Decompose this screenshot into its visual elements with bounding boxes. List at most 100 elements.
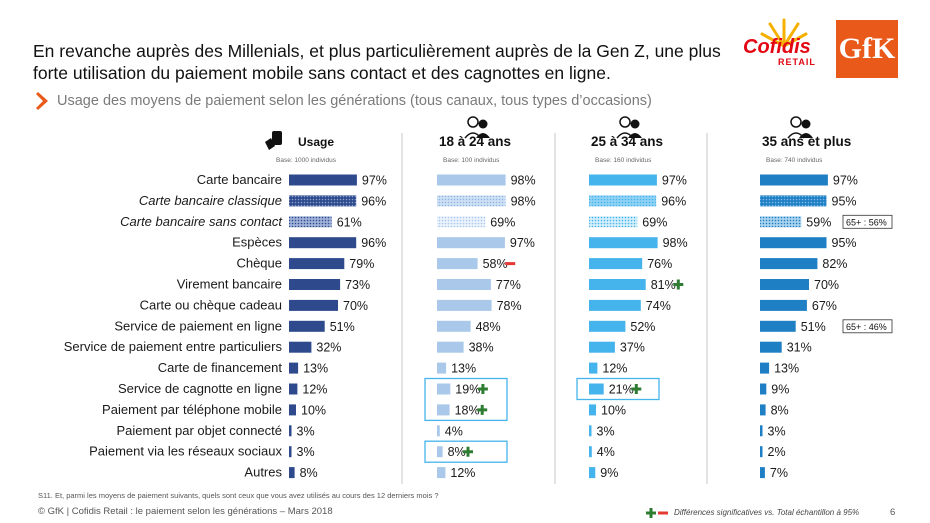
retail-logo: RETAIL xyxy=(778,57,816,67)
plus-icon xyxy=(463,446,473,457)
chevron-right-icon xyxy=(36,92,48,110)
bar xyxy=(437,467,446,479)
value-label: 3% xyxy=(297,424,315,438)
highlight-box xyxy=(424,377,508,422)
value-label: 97% xyxy=(510,236,535,250)
person-icon xyxy=(478,119,488,129)
value-label: 3% xyxy=(597,424,615,438)
page-title: En revanche auprès des Millenials, et pl… xyxy=(33,41,721,83)
bar xyxy=(437,279,491,290)
bar xyxy=(760,320,796,332)
value-label: 18% xyxy=(455,403,480,417)
category-label: Carte bancaire classique xyxy=(139,193,282,208)
person-icon xyxy=(467,116,479,128)
value-label: 3% xyxy=(297,445,315,459)
hand-icon xyxy=(265,138,275,150)
bar xyxy=(589,299,641,311)
legend-text: Différences significatives vs. Total éch… xyxy=(674,508,860,517)
value-label: 13% xyxy=(774,362,799,376)
series-header: Usage xyxy=(298,135,334,149)
person-icon xyxy=(619,116,631,128)
person-icon xyxy=(790,116,802,128)
bar xyxy=(437,195,506,207)
bar xyxy=(760,174,828,186)
value-label: 96% xyxy=(361,194,386,208)
value-label: 96% xyxy=(361,236,386,250)
category-label: Paiement par téléphone mobile xyxy=(102,402,282,417)
series-header: 35 ans et plus xyxy=(762,134,851,149)
plus-icon xyxy=(631,384,642,394)
bar xyxy=(437,404,450,416)
bar xyxy=(289,446,292,458)
value-label: 97% xyxy=(362,174,387,188)
value-label: 70% xyxy=(814,278,839,292)
value-label: 10% xyxy=(601,403,626,417)
series-base: Base: 160 individus xyxy=(595,157,652,164)
plus-icon xyxy=(477,404,488,415)
category-label: Virement bancaire xyxy=(177,277,282,292)
minus-legend-icon xyxy=(658,511,668,515)
bar xyxy=(760,362,770,374)
value-label: 7% xyxy=(770,466,788,480)
bar xyxy=(760,404,766,416)
value-label: 4% xyxy=(445,424,463,438)
value-label: 51% xyxy=(801,320,826,334)
bar xyxy=(760,299,807,311)
value-label: 21% xyxy=(609,383,634,397)
category-label: Carte de financement xyxy=(158,360,283,375)
gfk-logo: GfK xyxy=(836,20,898,78)
series-base: Base: 1000 individus xyxy=(276,157,337,164)
bar xyxy=(589,174,657,186)
value-label: 2% xyxy=(768,445,786,459)
bar xyxy=(589,362,598,374)
bar xyxy=(589,237,658,249)
plus-icon xyxy=(673,279,684,290)
category-label: Espèces xyxy=(232,235,282,250)
value-label: 98% xyxy=(511,174,536,188)
value-label: 77% xyxy=(496,278,521,292)
value-label: 13% xyxy=(451,362,476,376)
bar xyxy=(760,425,763,437)
value-label: 19% xyxy=(455,383,480,397)
bar xyxy=(289,383,298,395)
bar xyxy=(437,299,492,311)
bar xyxy=(760,446,763,458)
bar xyxy=(437,425,440,437)
bar xyxy=(589,320,626,332)
minus-icon xyxy=(505,262,516,266)
value-label: 13% xyxy=(303,362,328,376)
bar xyxy=(289,258,345,270)
value-label: 48% xyxy=(476,320,501,334)
bar xyxy=(589,446,592,458)
highlight-box xyxy=(576,377,660,401)
bar xyxy=(437,174,506,186)
category-label: Carte bancaire xyxy=(197,172,282,187)
note-box xyxy=(842,214,893,229)
subtitle: Usage des moyens de paiement selon les g… xyxy=(57,93,652,109)
value-label: 69% xyxy=(490,215,515,229)
value-label: 82% xyxy=(822,257,847,271)
bar xyxy=(760,258,818,270)
note-box xyxy=(842,319,893,334)
series-base: Base: 100 individus xyxy=(443,157,500,164)
value-label: 12% xyxy=(450,466,475,480)
bar xyxy=(760,195,827,207)
value-label: 98% xyxy=(663,236,688,250)
person-body-icon xyxy=(628,133,642,138)
bar xyxy=(289,174,357,186)
person-body-icon xyxy=(476,133,490,138)
value-label: 12% xyxy=(602,362,627,376)
category-label: Service de cagnotte en ligne xyxy=(118,381,282,396)
person-icon xyxy=(801,119,811,129)
bar xyxy=(589,404,596,416)
value-label: 74% xyxy=(646,299,671,313)
bar xyxy=(437,383,451,395)
bar xyxy=(437,446,443,458)
value-label: 9% xyxy=(771,383,789,397)
category-label: Paiement par objet connecté xyxy=(117,423,283,438)
value-label: 76% xyxy=(647,257,672,271)
bar xyxy=(437,320,471,332)
bar xyxy=(437,341,464,353)
value-label: 67% xyxy=(812,299,837,313)
value-label: 51% xyxy=(330,320,355,334)
